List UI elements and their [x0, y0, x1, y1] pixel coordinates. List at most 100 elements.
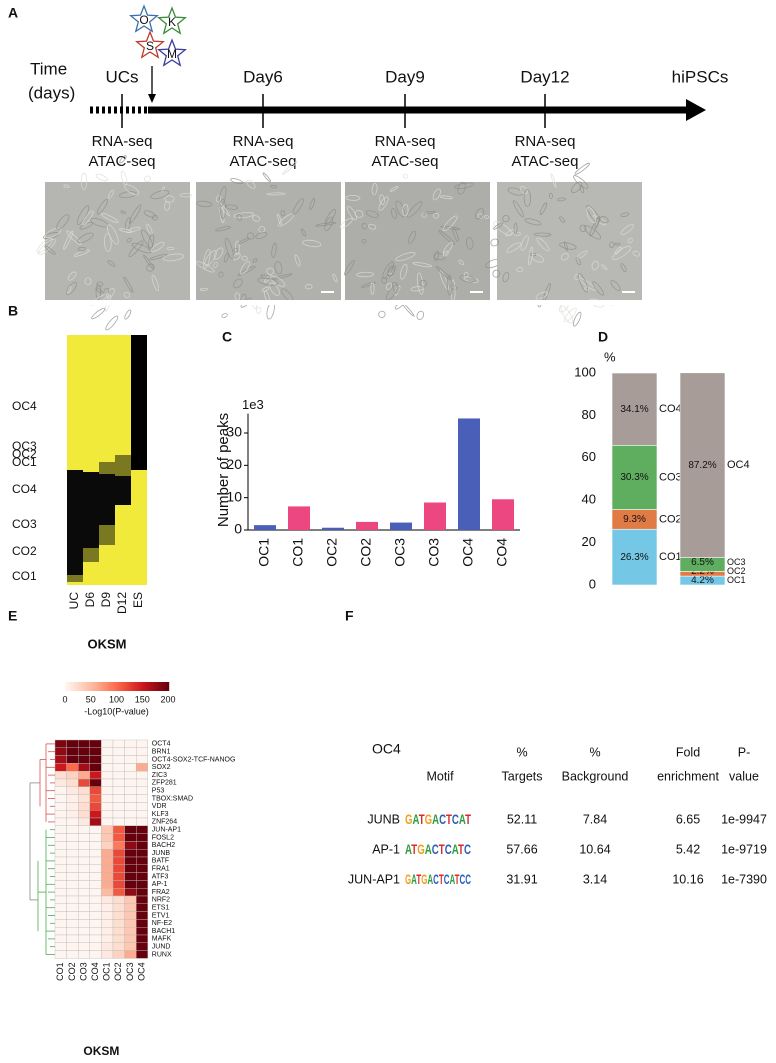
cell	[346, 205, 358, 221]
cell	[454, 182, 474, 190]
cell	[152, 214, 158, 221]
colorbar-step	[135, 682, 138, 691]
factor-star	[129, 4, 159, 33]
heatmap-cell	[135, 880, 148, 889]
cell	[570, 181, 583, 194]
cell	[199, 287, 208, 291]
row-label: ATF3	[152, 873, 169, 880]
cell	[221, 313, 228, 319]
heatmap-cell	[89, 942, 102, 951]
cell	[361, 238, 367, 244]
heatmap-cell	[124, 895, 137, 905]
table-cell: 1e-9719	[721, 842, 767, 856]
heatmap-cell	[54, 856, 67, 866]
heatmap-cell	[124, 919, 137, 928]
heatmap-cell	[89, 880, 102, 889]
assay-label: RNA-seq	[515, 133, 576, 150]
cell	[213, 261, 218, 268]
colorbar-step	[131, 682, 134, 691]
heatmap-cell	[89, 771, 102, 780]
cell	[512, 200, 524, 218]
cell	[95, 283, 102, 301]
factor-label: O	[139, 13, 148, 27]
heatmap-cell	[112, 825, 125, 834]
heatmap-cell	[135, 825, 148, 834]
assay-label: ATAC-seq	[230, 153, 297, 170]
heatmap-cell	[66, 880, 79, 889]
cell	[196, 261, 215, 273]
heatmap-cell	[77, 810, 90, 819]
row-label: FRA1	[152, 866, 170, 873]
cell	[386, 282, 393, 291]
cell	[599, 216, 609, 224]
table-header: Motif	[426, 769, 454, 783]
heatmap-cell	[89, 778, 102, 788]
column-label: OC4	[136, 962, 146, 981]
cell	[563, 307, 577, 323]
heatmap-cell	[66, 872, 79, 881]
factor-label: S	[146, 39, 154, 53]
table-cell: 31.91	[506, 872, 537, 886]
row-label: CO2	[12, 544, 37, 558]
table-cell: 57.66	[506, 842, 537, 856]
cell	[66, 286, 72, 294]
heatmap-cell	[112, 763, 125, 772]
cell	[524, 218, 542, 226]
heatmap-cell	[77, 817, 90, 827]
cell	[361, 223, 368, 230]
cell	[119, 191, 137, 199]
heatmap-cell	[101, 864, 114, 873]
heatmap-cell	[124, 872, 137, 881]
cell	[579, 224, 587, 233]
heatmap-cell	[101, 747, 114, 756]
cell	[502, 271, 510, 283]
segment-label: CO1	[659, 551, 682, 563]
cell	[119, 155, 127, 164]
x-tick-label: CO3	[426, 538, 442, 567]
row-label: MAFK	[152, 936, 172, 943]
cell	[493, 221, 513, 236]
cell	[559, 216, 566, 223]
stage-label: Day6	[243, 67, 283, 86]
heatmap-cell	[135, 849, 148, 858]
cell	[574, 273, 581, 281]
cell	[507, 187, 524, 196]
table-header: Targets	[502, 769, 543, 783]
stage-label: UCs	[105, 67, 138, 86]
heatmap-cell	[54, 942, 67, 951]
cell	[379, 194, 385, 205]
cell	[442, 242, 454, 255]
heatmap-cell	[54, 911, 67, 920]
cell	[65, 230, 82, 246]
cell	[252, 258, 258, 263]
column-label: OC2	[113, 962, 123, 981]
cell	[433, 253, 446, 261]
cell	[442, 215, 458, 232]
heatmap-cell	[135, 817, 148, 827]
heatmap-cell	[77, 786, 90, 795]
heatmap-b-block	[115, 476, 131, 505]
heatmap-cell	[135, 802, 148, 811]
heatmap-cell	[101, 833, 114, 842]
heatmap-b-block	[99, 474, 115, 525]
heatmap-cell	[124, 950, 137, 959]
colorbar-step	[159, 682, 162, 691]
heatmap-cell	[89, 841, 102, 850]
cell	[232, 253, 241, 261]
heatmap-cell	[112, 849, 125, 858]
table-header: %	[516, 745, 527, 759]
segment-label: OC3	[727, 557, 746, 567]
cell	[271, 242, 277, 258]
column-label: OC3	[125, 962, 135, 981]
cell	[241, 255, 248, 261]
colorbar-tick-label: 0	[62, 694, 67, 704]
heatmap-cell	[135, 942, 148, 951]
colorbar-step	[143, 682, 146, 691]
heatmap-cell	[124, 794, 137, 803]
colorbar-tick-label: 150	[135, 694, 150, 704]
heatmap-cell	[112, 888, 125, 897]
cell	[516, 266, 524, 273]
cell	[128, 204, 142, 224]
cell	[309, 197, 316, 210]
heatmap-cell	[66, 841, 79, 850]
